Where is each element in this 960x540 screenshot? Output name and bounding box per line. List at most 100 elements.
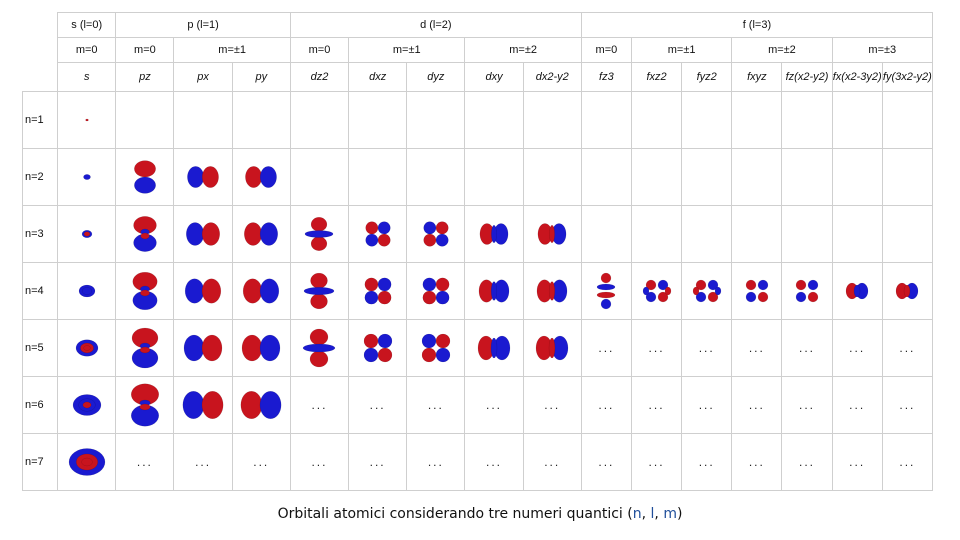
table-row: n=6....................................: [21, 376, 934, 434]
empty-cell: [406, 148, 466, 206]
ellipsis-cell: ...: [580, 433, 632, 491]
orbital-fx-x2-3y2--n4-shape: [845, 282, 869, 300]
orbital-name-fy-3x2-y2-: fy(3x2-y2): [881, 62, 934, 92]
orbital-name-dyz: dyz: [406, 62, 466, 92]
orbital-dyz-n5-shape: [421, 333, 451, 363]
ellipsis-cell: ...: [630, 433, 683, 491]
ellipsis: ...: [427, 398, 444, 412]
caption-text: Orbitali atomici considerando tre numeri…: [277, 506, 633, 522]
orbital-cell: [406, 262, 466, 320]
row-label: n=1: [21, 91, 59, 149]
ellipsis: ...: [311, 398, 328, 412]
ellipsis-cell: ...: [464, 433, 524, 491]
ellipsis-cell: ...: [348, 376, 408, 434]
orbital-cell: [115, 376, 175, 434]
ellipsis-cell: ...: [289, 376, 350, 434]
orbital-dxz-n3-shape: [365, 221, 391, 247]
orbital-cell: [406, 205, 466, 263]
ellipsis-cell: ...: [173, 433, 233, 491]
orbital-dx2-y2-n5-shape: [535, 335, 569, 361]
orbital-px-n4-shape: [184, 278, 222, 304]
ellipsis-cell: ...: [630, 319, 683, 377]
caption-sep: ,: [654, 506, 664, 522]
orbital-cell: [522, 205, 582, 263]
ellipsis: ...: [598, 455, 615, 469]
caption: Orbitali atomici considerando tre numeri…: [0, 506, 960, 522]
orbital-dxy-n4-shape: [478, 279, 510, 303]
empty-cell: [781, 148, 833, 206]
ellipsis: ...: [648, 398, 665, 412]
ellipsis: ...: [369, 455, 386, 469]
ellipsis-cell: ...: [781, 376, 833, 434]
orbital-cell: [57, 433, 117, 491]
ellipsis-cell: ...: [348, 433, 408, 491]
orbital-cell: [231, 376, 291, 434]
orbital-cell: [115, 262, 175, 320]
ellipsis: ...: [899, 455, 916, 469]
orbital-cell: [522, 319, 582, 377]
orbital-cell: [681, 262, 733, 320]
caption-sep: ,: [641, 506, 651, 522]
header-d: d (l=2): [289, 12, 582, 38]
ellipsis-cell: ...: [831, 319, 883, 377]
orbital-cell: [630, 262, 683, 320]
ellipsis: ...: [799, 455, 816, 469]
row-label: n=7: [21, 433, 59, 491]
ellipsis: ...: [698, 455, 715, 469]
m-header: m=±2: [731, 37, 833, 63]
ellipsis: ...: [748, 398, 765, 412]
empty-cell: [881, 148, 934, 206]
orbital-dz2-n3-shape: [305, 217, 334, 251]
orbital-s-n4-shape: [78, 284, 95, 298]
ellipsis-cell: ...: [731, 319, 783, 377]
ellipsis: ...: [748, 341, 765, 355]
orbital-cell: [731, 262, 783, 320]
empty-cell: [522, 91, 582, 149]
empty-cell: [781, 205, 833, 263]
orbital-s-n7-shape: [68, 448, 105, 476]
table-row: n=7.....................................…: [21, 433, 934, 491]
orbital-cell: [464, 262, 524, 320]
ellipsis: ...: [849, 398, 866, 412]
empty-cell: [580, 205, 632, 263]
ellipsis: ...: [544, 455, 561, 469]
orbital-cell: [348, 205, 408, 263]
empty-cell: [522, 148, 582, 206]
corner-cell: [22, 12, 59, 92]
row-label: n=6: [21, 376, 59, 434]
m-header: m=±1: [173, 37, 291, 63]
empty-cell: [231, 91, 291, 149]
empty-cell: [289, 91, 350, 149]
ellipsis-cell: ...: [580, 319, 632, 377]
header-s: s (l=0): [57, 12, 117, 38]
ellipsis-cell: ...: [630, 376, 683, 434]
orbital-cell: [57, 319, 117, 377]
orbital-py-n3-shape: [244, 222, 279, 246]
orbital-name-fx-x2-3y2-: fx(x2-3y2): [831, 62, 883, 92]
caption-m: m: [663, 506, 677, 522]
orbital-name-px: px: [173, 62, 233, 92]
table-row: n=3: [21, 205, 934, 263]
ellipsis-cell: ...: [731, 376, 783, 434]
orbital-name-s: s: [57, 62, 117, 92]
table-row: n=1: [21, 91, 934, 149]
orbital-cell: [57, 148, 117, 206]
orbital-dz2-n5-shape: [303, 328, 336, 368]
ellipsis-cell: ...: [580, 376, 632, 434]
ellipsis: ...: [369, 398, 386, 412]
orbital-name-py: py: [231, 62, 291, 92]
empty-cell: [580, 148, 632, 206]
m-header: m=±3: [831, 37, 934, 63]
empty-cell: [831, 205, 883, 263]
orbital-name-dx2-y2: dx2-y2: [522, 62, 582, 92]
orbital-cell: [57, 376, 117, 434]
ellipsis-cell: ...: [831, 433, 883, 491]
orbital-pz-n3-shape: [133, 216, 157, 252]
ellipsis: ...: [648, 341, 665, 355]
orbital-dxz-n5-shape: [363, 333, 392, 363]
orbital-cell: [173, 148, 233, 206]
orbital-dxy-n5-shape: [477, 335, 511, 361]
empty-cell: [731, 91, 783, 149]
orbital-cell: [57, 91, 117, 149]
m-header: m=±1: [630, 37, 733, 63]
